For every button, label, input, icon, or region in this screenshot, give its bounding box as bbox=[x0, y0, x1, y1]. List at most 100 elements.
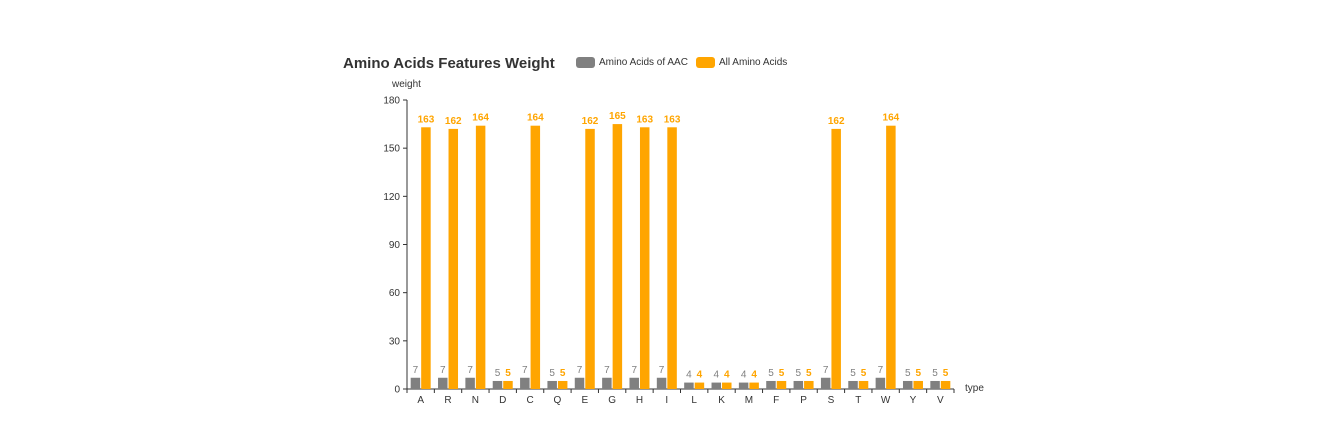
bar-all bbox=[639, 127, 650, 390]
x-tick-label: K bbox=[718, 395, 725, 406]
data-label-aac: 7 bbox=[413, 365, 419, 376]
x-tick-label: D bbox=[499, 395, 506, 406]
data-label-aac: 5 bbox=[796, 368, 802, 379]
bar-all bbox=[940, 380, 951, 389]
legend-item-aac[interactable]: Amino Acids of AAC bbox=[576, 57, 688, 68]
bar-all bbox=[722, 382, 732, 389]
x-tick-label: C bbox=[526, 395, 533, 406]
y-axis-title: weight bbox=[392, 79, 421, 90]
data-label-aac: 5 bbox=[549, 368, 555, 379]
bar-aac bbox=[547, 380, 557, 389]
y-tick-label: 0 bbox=[394, 385, 400, 396]
y-tick-label: 180 bbox=[383, 96, 400, 107]
chart-title: Amino Acids Features Weight bbox=[343, 55, 555, 72]
bar-aac bbox=[492, 380, 503, 389]
x-tick-label: T bbox=[855, 395, 861, 406]
bar-all bbox=[694, 382, 705, 389]
data-label-aac: 7 bbox=[631, 365, 637, 376]
bar-aac bbox=[602, 377, 612, 389]
bar-all bbox=[886, 125, 896, 389]
x-tick-label: A bbox=[417, 395, 424, 406]
data-label-all: 4 bbox=[724, 370, 730, 381]
bar-all bbox=[448, 128, 459, 389]
data-label-all: 4 bbox=[697, 370, 703, 381]
x-tick-label: V bbox=[937, 395, 944, 406]
bar-aac bbox=[738, 382, 749, 389]
bar-all bbox=[557, 380, 568, 389]
bar-all bbox=[530, 125, 541, 389]
data-label-aac: 7 bbox=[440, 365, 446, 376]
y-tick-label: 120 bbox=[383, 192, 400, 203]
data-label-all: 5 bbox=[915, 368, 921, 379]
bar-aac bbox=[848, 380, 858, 389]
data-label-all: 163 bbox=[636, 114, 653, 125]
bar-aac bbox=[930, 380, 940, 389]
data-label-all: 164 bbox=[883, 113, 900, 124]
x-tick-label: S bbox=[828, 395, 835, 406]
data-label-all: 5 bbox=[943, 368, 949, 379]
data-label-aac: 4 bbox=[741, 370, 747, 381]
bar-all bbox=[612, 124, 623, 389]
data-label-aac: 5 bbox=[768, 368, 774, 379]
bar-aac bbox=[465, 377, 475, 389]
y-tick-label: 150 bbox=[383, 144, 400, 155]
data-label-all: 4 bbox=[751, 370, 757, 381]
data-label-aac: 7 bbox=[604, 365, 610, 376]
data-label-all: 5 bbox=[861, 368, 867, 379]
bar-aac bbox=[410, 377, 421, 389]
data-label-all: 163 bbox=[418, 114, 435, 125]
data-label-aac: 5 bbox=[932, 368, 938, 379]
data-label-all: 5 bbox=[779, 368, 785, 379]
bar-aac bbox=[793, 380, 804, 389]
bar-all bbox=[804, 380, 814, 389]
bar-aac bbox=[766, 380, 776, 389]
x-tick-label: R bbox=[444, 395, 451, 406]
data-label-aac: 5 bbox=[495, 368, 501, 379]
x-tick-label: I bbox=[665, 395, 668, 406]
data-label-aac: 4 bbox=[713, 370, 719, 381]
bar-all bbox=[503, 380, 513, 389]
bar-all bbox=[831, 128, 841, 389]
data-label-all: 5 bbox=[806, 368, 812, 379]
data-label-all: 164 bbox=[527, 113, 544, 124]
data-label-aac: 4 bbox=[686, 370, 692, 381]
data-label-aac: 7 bbox=[659, 365, 665, 376]
x-tick-label: Y bbox=[910, 395, 917, 406]
data-label-all: 162 bbox=[445, 116, 462, 127]
bar-aac bbox=[629, 377, 639, 389]
x-tick-label: G bbox=[608, 395, 616, 406]
data-label-aac: 5 bbox=[850, 368, 856, 379]
x-tick-label: N bbox=[472, 395, 479, 406]
bar-all bbox=[776, 380, 787, 389]
bar-aac bbox=[520, 377, 530, 389]
bar-aac bbox=[656, 377, 667, 389]
x-tick-label: F bbox=[773, 395, 779, 406]
bar-all bbox=[421, 127, 431, 390]
bar-all bbox=[667, 127, 677, 390]
data-label-all: 5 bbox=[505, 368, 511, 379]
bar-aac bbox=[875, 377, 886, 389]
data-label-all: 5 bbox=[560, 368, 566, 379]
bar-aac bbox=[711, 382, 722, 389]
bar-aac bbox=[902, 380, 913, 389]
bar-all bbox=[913, 380, 923, 389]
bar-all bbox=[749, 382, 759, 389]
bar-all bbox=[585, 128, 595, 389]
y-tick-label: 90 bbox=[389, 240, 401, 251]
data-label-all: 162 bbox=[828, 116, 845, 127]
x-tick-label: P bbox=[800, 395, 807, 406]
legend-swatch-aac bbox=[576, 57, 595, 68]
bar-aac bbox=[820, 377, 831, 389]
y-tick-label: 60 bbox=[389, 288, 401, 299]
bar-aac bbox=[684, 382, 694, 389]
data-label-aac: 7 bbox=[878, 365, 884, 376]
legend-item-all[interactable]: All Amino Acids bbox=[695, 57, 787, 68]
data-label-aac: 7 bbox=[522, 365, 528, 376]
bar-all bbox=[475, 125, 486, 389]
x-tick-label: E bbox=[581, 395, 588, 406]
data-label-aac: 7 bbox=[467, 365, 473, 376]
data-label-all: 162 bbox=[582, 116, 599, 127]
data-label-all: 165 bbox=[609, 111, 626, 122]
bar-aac bbox=[574, 377, 585, 389]
